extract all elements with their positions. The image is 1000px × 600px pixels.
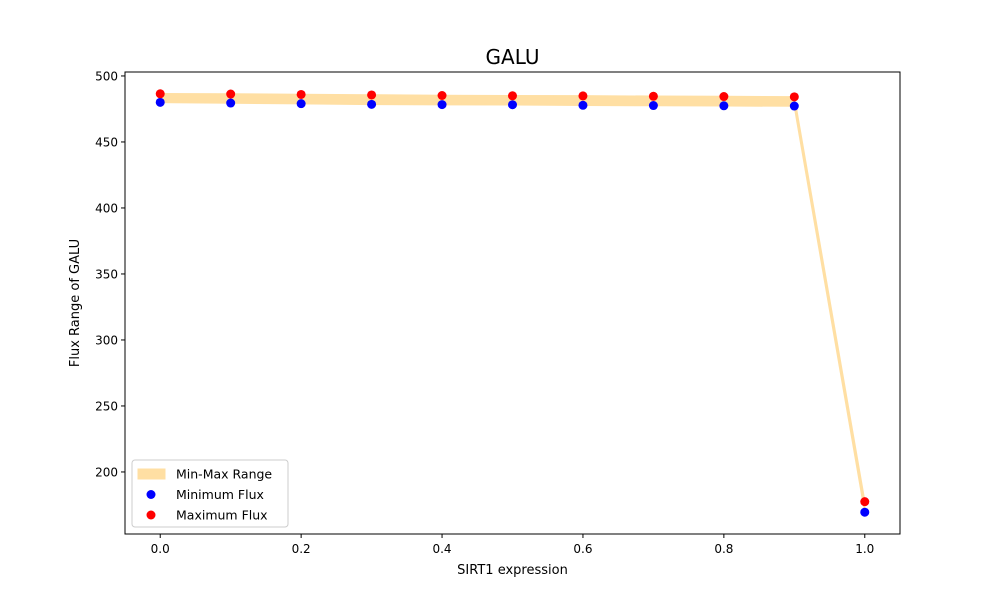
- x-axis: 0.0 0.2 0.4 0.6 0.8 1.0: [151, 534, 874, 556]
- legend-range-swatch: [137, 468, 166, 480]
- minimum-flux-point: [437, 100, 447, 110]
- minimum-flux-point: [578, 100, 588, 110]
- axes-frame: [124, 71, 901, 535]
- maximum-flux-point: [508, 91, 517, 101]
- x-tick-label: 0.6: [573, 542, 592, 556]
- minimum-flux-point: [155, 97, 165, 107]
- x-tick-label: 0.8: [714, 542, 733, 556]
- maximum-flux-point: [719, 92, 729, 102]
- y-tick-label: 300: [95, 333, 118, 347]
- x-tick-label: 0.4: [432, 542, 451, 556]
- minimum-flux-point: [226, 98, 236, 108]
- maximum-flux-point: [648, 91, 658, 101]
- maximum-flux-point: [367, 90, 377, 100]
- maximum-flux-point: [578, 91, 588, 101]
- minimum-flux-point: [508, 100, 517, 110]
- maximum-flux-point: [860, 497, 870, 507]
- x-axis-label: SIRT1 expression: [457, 563, 568, 578]
- y-tick-label: 200: [95, 465, 118, 479]
- maximum-flux-point: [296, 89, 306, 99]
- maximum-flux-point: [437, 90, 447, 100]
- legend-label: Min-Max Range: [176, 467, 272, 482]
- y-tick-label: 250: [95, 399, 118, 413]
- minimum-flux-point: [719, 101, 729, 111]
- y-tick-label: 450: [95, 135, 118, 149]
- minimum-flux-point: [367, 99, 377, 109]
- maximum-flux-point: [226, 89, 236, 99]
- legend-label: Maximum Flux: [176, 508, 268, 523]
- maximum-flux-point: [155, 89, 165, 99]
- minimum-flux-point: [648, 101, 658, 111]
- x-tick-label: 0.2: [292, 542, 311, 556]
- chart-title: GALU: [486, 45, 540, 69]
- legend: Min-Max Range Minimum Flux Maximum Flux: [131, 459, 289, 528]
- x-tick-label: 0.0: [151, 542, 170, 556]
- minimum-flux-point: [789, 101, 799, 111]
- x-tick-label: 1.0: [855, 542, 874, 556]
- legend-maximum-marker: [146, 510, 156, 520]
- y-axis-label: Flux Range of GALU: [68, 239, 83, 367]
- legend-label: Minimum Flux: [176, 487, 264, 502]
- plot-area: [155, 89, 870, 517]
- legend-box: [131, 459, 289, 528]
- minimum-flux-point: [860, 507, 870, 517]
- y-tick-label: 500: [95, 69, 118, 83]
- maximum-flux-point: [789, 92, 799, 102]
- legend-minimum-marker: [146, 490, 156, 499]
- y-axis: 200 250 300 350 400 450 500: [95, 69, 125, 479]
- minimum-flux-point: [296, 99, 306, 109]
- y-tick-label: 350: [95, 267, 118, 281]
- y-tick-label: 400: [95, 201, 118, 215]
